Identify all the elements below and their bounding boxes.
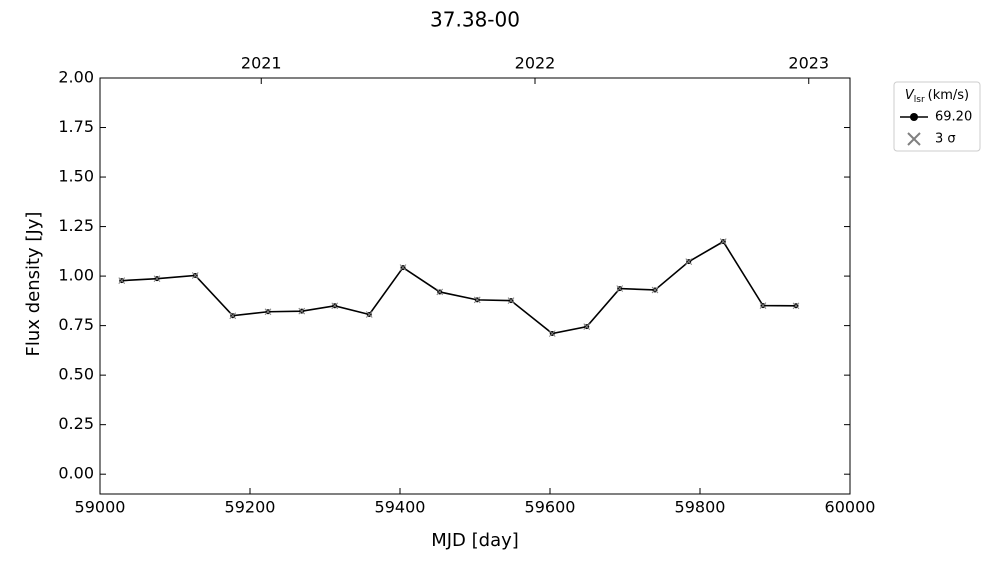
- x-tick-label: 59400: [375, 498, 426, 517]
- x-tick-label: 59600: [525, 498, 576, 517]
- plot-frame: [99, 77, 851, 495]
- y-tick-label: 1.25: [58, 216, 94, 235]
- y-axis-label: Flux density [Jy]: [23, 212, 44, 357]
- sigma-marker: [583, 323, 591, 330]
- x2-tick-label: 2022: [515, 54, 556, 73]
- sigma-marker: [759, 302, 767, 309]
- legend-title: Vlsr (km/s): [905, 88, 969, 105]
- sigma-marker: [298, 307, 306, 315]
- y-tick-label: 0.25: [58, 414, 94, 433]
- sigma-marker: [792, 302, 800, 310]
- legend-sigma-label: 3 σ: [935, 132, 956, 147]
- x-axis-label: MJD [day]: [431, 530, 519, 551]
- y-tick-label: 2.00: [58, 68, 94, 87]
- legend-label: 69.20: [935, 110, 972, 125]
- sigma-marker: [264, 308, 272, 316]
- chart-title: 37.38-00: [430, 8, 520, 32]
- y-tick-label: 1.75: [58, 117, 94, 136]
- x2-tick-label: 2023: [788, 54, 829, 73]
- sigma-marker: [436, 288, 444, 296]
- sigma-marker: [331, 302, 339, 310]
- x-tick-label: 59000: [75, 498, 126, 517]
- y-tick-label: 1.00: [58, 266, 94, 285]
- sigma-marker: [616, 285, 624, 292]
- sigma-marker: [507, 297, 515, 305]
- sigma-marker: [191, 272, 199, 279]
- sigma-marker: [719, 238, 727, 245]
- series-line: [121, 240, 797, 335]
- sigma-marker: [229, 312, 237, 320]
- sigma-marker: [473, 296, 481, 304]
- y-tick-label: 0.50: [58, 365, 94, 384]
- x2-tick-label: 2021: [241, 54, 282, 73]
- legend: Vlsr (km/s) 69.20 3 σ: [893, 81, 981, 152]
- y-tick-label: 1.50: [58, 167, 94, 186]
- legend-marker: [910, 113, 918, 121]
- sigma-marker: [685, 258, 693, 265]
- sigma-marker: [153, 275, 161, 283]
- sigma-marker: [118, 277, 126, 285]
- legend-sigma-marker: [907, 132, 921, 146]
- legend-title-symbol: V: [905, 88, 915, 103]
- sigma-marker: [399, 264, 407, 271]
- x-tick-label: 59800: [675, 498, 726, 517]
- legend-box: [893, 81, 981, 152]
- sigma-marker: [548, 330, 556, 337]
- y-tick-label: 0.00: [58, 464, 94, 483]
- x-tick-label: 59200: [225, 498, 276, 517]
- sigma-marker: [651, 286, 659, 294]
- legend-title-subscript: lsr: [914, 95, 925, 105]
- x-tick-label: 60000: [825, 498, 876, 517]
- legend-title-unit: (km/s): [928, 88, 970, 103]
- sigma-marker: [365, 311, 373, 318]
- y-tick-label: 0.75: [58, 315, 94, 334]
